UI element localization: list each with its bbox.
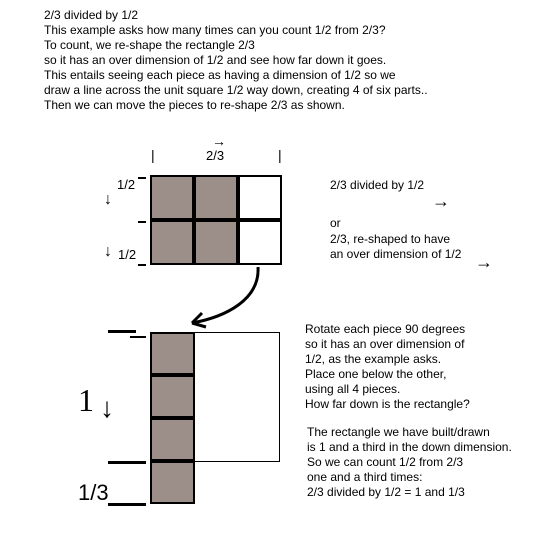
rb1-arrow: → bbox=[432, 194, 450, 209]
tick-top bbox=[138, 177, 146, 179]
side-arrow-top: ↓ bbox=[104, 192, 112, 207]
rb1-line2: or bbox=[330, 216, 341, 231]
intro-line-6: draw a line across the unit square 1/2 w… bbox=[44, 83, 428, 98]
side-arrow-bottom: ↓ bbox=[104, 244, 112, 259]
rb2-line3: 1/2, as the example asks. bbox=[305, 352, 441, 367]
rb3-line3: So we can count 1/2 from 2/3 bbox=[307, 455, 463, 470]
intro-line-3: To count, we re-shape the rectangle 2/3 bbox=[44, 38, 255, 53]
btick-mid bbox=[108, 461, 146, 464]
intro-line-4: so it has an over dimension of 1/2 and s… bbox=[44, 53, 386, 68]
rb1-line1: 2/3 divided by 1/2 bbox=[330, 178, 424, 193]
intro-line-7: Then we can move the pieces to re-shape … bbox=[44, 98, 345, 113]
big-one: 1 bbox=[78, 382, 94, 419]
top-two-thirds: 2/3 bbox=[206, 148, 224, 163]
side-half-bottom: 1/2 bbox=[118, 247, 136, 262]
btick-bottom bbox=[108, 503, 146, 506]
tick-mid bbox=[138, 221, 146, 223]
rb3-line2: is 1 and a third in the down dimension. bbox=[307, 440, 512, 455]
curve-arrow bbox=[180, 265, 280, 340]
empty-2 bbox=[238, 220, 282, 265]
btick-top-b bbox=[130, 336, 146, 338]
piece-4 bbox=[194, 220, 238, 265]
tick-bottom bbox=[138, 264, 146, 266]
intro-line-1: 2/3 divided by 1/2 bbox=[44, 8, 138, 23]
stack-piece-2 bbox=[150, 375, 195, 418]
bottom-stack bbox=[150, 332, 195, 504]
side-half-top: 1/2 bbox=[117, 177, 135, 192]
top-tick-right: | bbox=[278, 148, 282, 163]
rb3-line5: 2/3 divided by 1/2 = 1 and 1/3 bbox=[307, 485, 465, 500]
intro-line-2: This example asks how many times can you… bbox=[44, 23, 386, 38]
rb2-line5: using all 4 pieces. bbox=[305, 382, 400, 397]
top-arrow: → bbox=[212, 134, 226, 149]
rb2-line1: Rotate each piece 90 degrees bbox=[305, 322, 465, 337]
rb1-line3: 2/3, re-shaped to have bbox=[330, 232, 450, 247]
btick-top bbox=[108, 330, 136, 333]
piece-3 bbox=[150, 220, 194, 265]
piece-2 bbox=[194, 175, 238, 220]
rb2-line6: How far down is the rectangle? bbox=[305, 397, 470, 412]
unit-square bbox=[150, 175, 282, 265]
stack-piece-3 bbox=[150, 418, 195, 461]
rb3-line4: one and a third times: bbox=[307, 470, 422, 485]
rb1-arrow2: → bbox=[475, 255, 493, 270]
piece-1 bbox=[150, 175, 194, 220]
big-one-third: 1/3 bbox=[78, 480, 109, 506]
top-tick-left: | bbox=[151, 148, 155, 163]
stack-piece-1 bbox=[150, 332, 195, 375]
rb2-line2: so it has an over dimension of bbox=[305, 337, 464, 352]
stack-piece-4 bbox=[150, 461, 195, 504]
big-arrow: ↓ bbox=[100, 392, 114, 424]
rb2-line4: Place one below the other, bbox=[305, 367, 446, 382]
rb3-line1: The rectangle we have built/drawn bbox=[307, 425, 490, 440]
empty-1 bbox=[238, 175, 282, 220]
rb1-line4: an over dimension of 1/2 bbox=[330, 247, 461, 262]
intro-line-5: This entails seeing each piece as having… bbox=[44, 68, 396, 83]
